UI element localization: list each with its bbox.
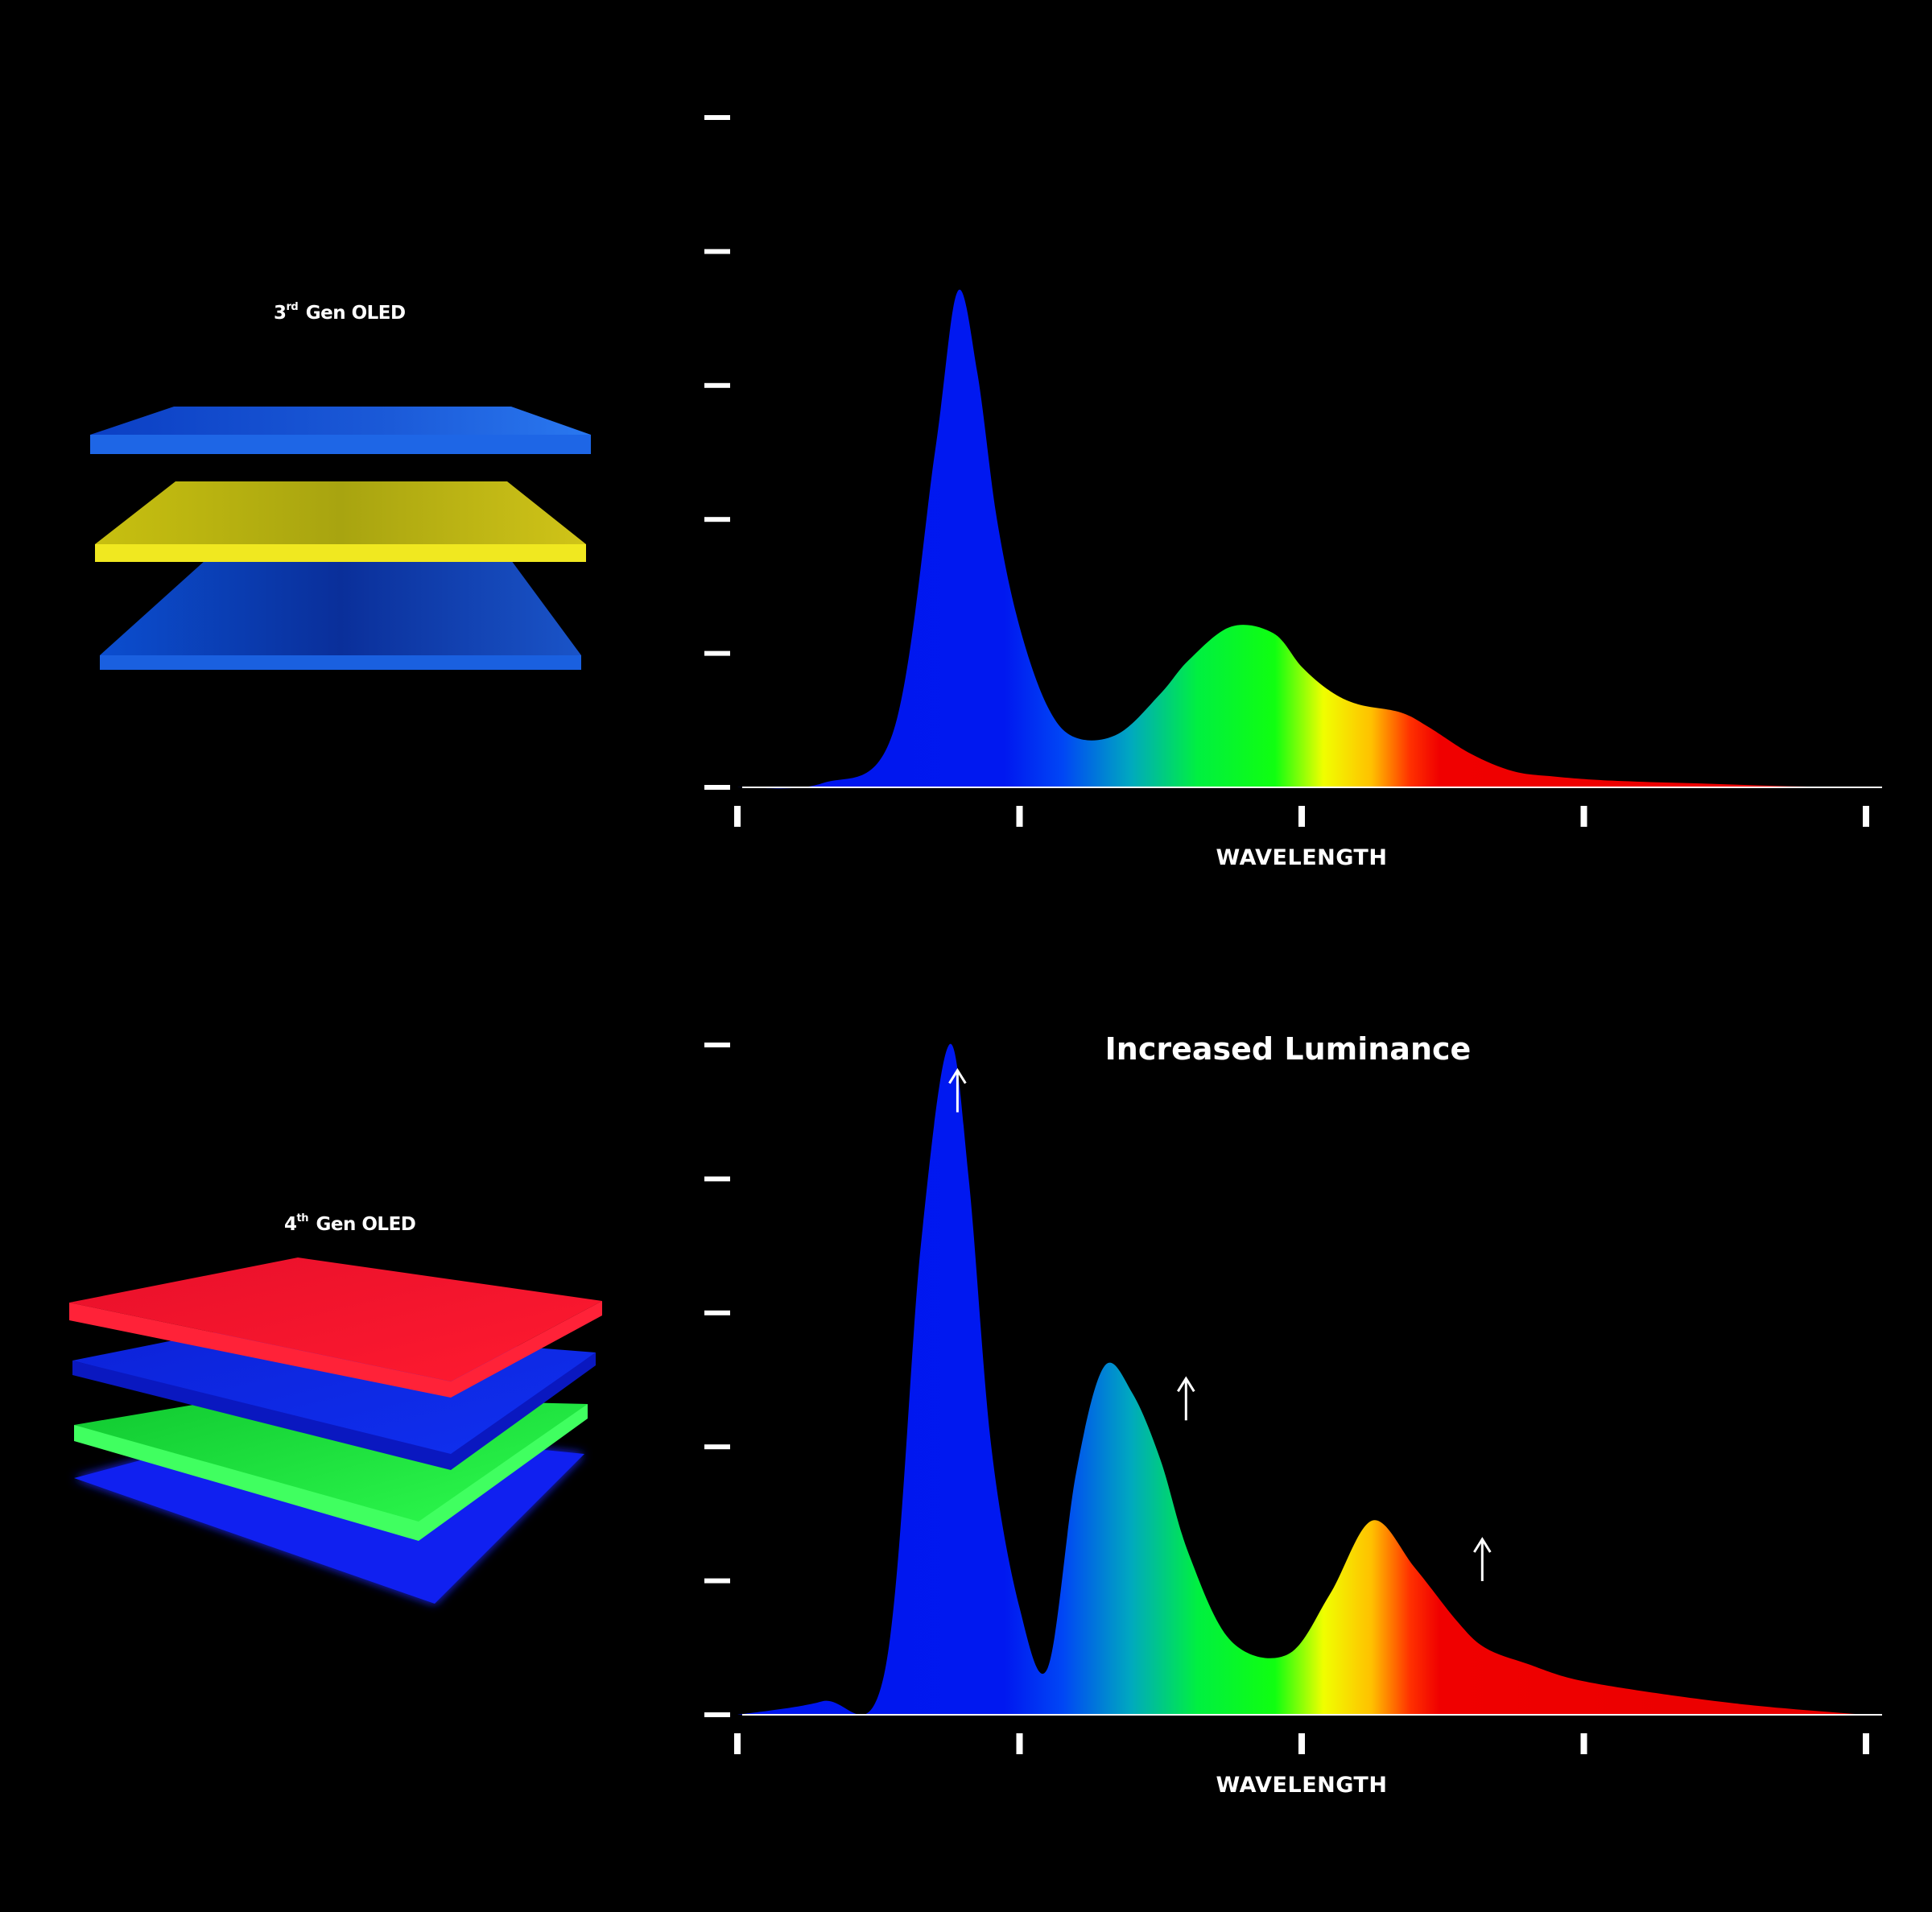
y-tick (704, 1712, 730, 1717)
stack-title-rest: Gen OLED (299, 303, 406, 324)
x-axis-line (742, 787, 1882, 788)
stack-title-3rd-gen: 3rd Gen OLED (274, 301, 406, 324)
y-tick (704, 1176, 730, 1182)
luminance-arrow (1177, 1376, 1195, 1421)
stack-title-sup: th (296, 1212, 309, 1224)
x-tick (1863, 806, 1869, 827)
x-axis-line (742, 1714, 1882, 1716)
layer-bottom-blue (100, 560, 581, 670)
x-tick (734, 806, 741, 827)
y-tick (704, 115, 730, 120)
spectrum-chart-4th-gen: WAVELENGTH Increased Luminance (704, 1031, 1882, 1798)
x-tick (1016, 1733, 1023, 1754)
y-tick (704, 785, 730, 790)
layer-top-red (69, 1257, 602, 1398)
x-tick (1863, 1733, 1869, 1754)
x-axis-label: WAVELENGTH (1216, 845, 1388, 870)
stack-title-4th-gen: 4th Gen OLED (284, 1212, 416, 1235)
x-axis-label: WAVELENGTH (1216, 1773, 1388, 1798)
luminance-arrow (1473, 1537, 1492, 1581)
y-tick (704, 650, 730, 656)
y-tick (704, 1043, 730, 1047)
y-tick (704, 249, 730, 254)
x-tick (1016, 806, 1023, 827)
x-tick (1298, 1733, 1305, 1754)
x-tick (734, 1733, 741, 1754)
layer-top-blue (90, 407, 591, 454)
x-tick (1580, 1733, 1587, 1754)
spectrum-chart-3rd-gen: WAVELENGTH (704, 115, 1882, 870)
chart-title: Increased Luminance (1105, 1031, 1472, 1067)
y-tick (704, 1578, 730, 1584)
y-tick (704, 1444, 730, 1450)
stack-title-num: 4 (284, 1214, 297, 1235)
stack-title-sup: rd (286, 301, 299, 313)
y-tick (704, 517, 730, 522)
oled-stack-3rd-gen (90, 407, 591, 670)
y-tick (704, 382, 730, 388)
spectrum-area-0 (737, 1043, 1866, 1716)
x-tick (1298, 806, 1305, 827)
oled-stack-4th-gen (69, 1257, 602, 1604)
x-tick (1580, 806, 1587, 827)
stack-title-num: 3 (274, 303, 287, 324)
spectrum-area-0 (737, 289, 1866, 789)
layer-yellow (95, 481, 586, 562)
luminance-arrow (948, 1067, 967, 1113)
stack-title-rest: Gen OLED (310, 1214, 416, 1235)
y-tick (704, 1310, 730, 1315)
